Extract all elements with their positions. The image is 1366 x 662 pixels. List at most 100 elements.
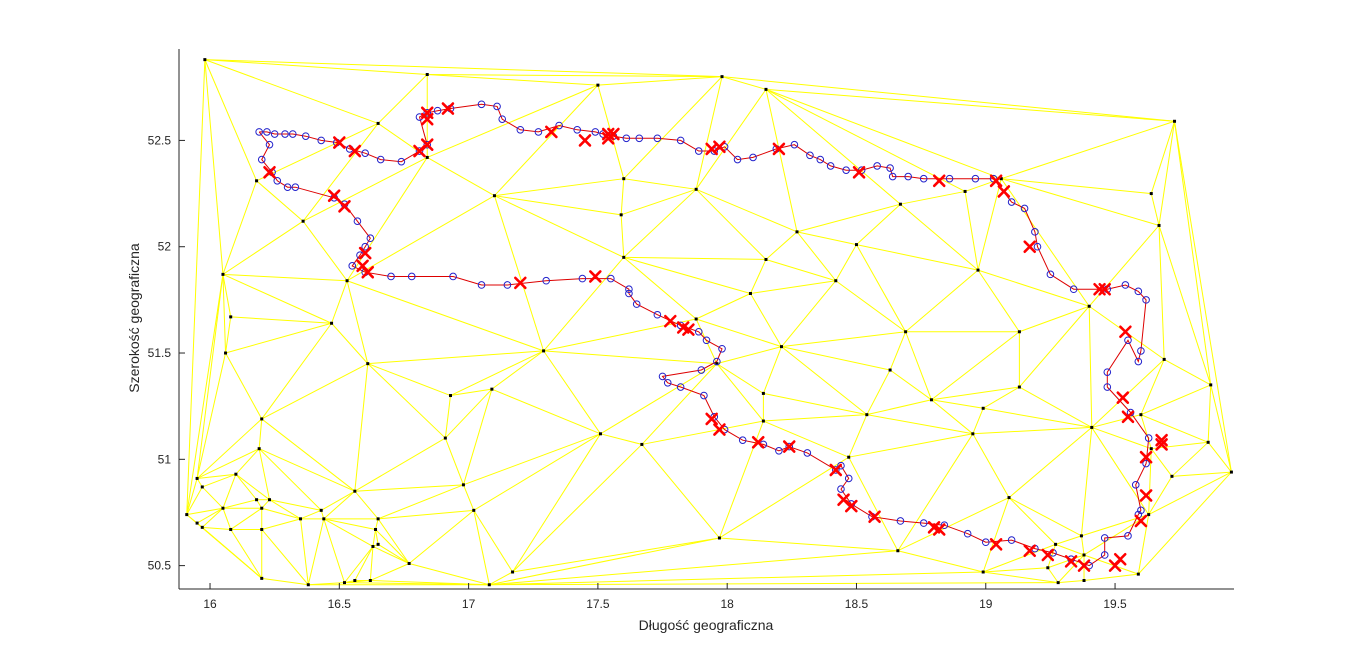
triangulation-edge (491, 350, 544, 390)
route-cross-marker (772, 142, 786, 156)
triangulation-edge (848, 433, 973, 458)
triangulation-edge (1137, 514, 1150, 575)
x-tick-label: 19 (979, 597, 993, 611)
triangulation-edge (1140, 359, 1165, 415)
route-cross-marker (1139, 489, 1153, 502)
triangulation-edge (621, 188, 697, 216)
route-circle-marker (353, 217, 362, 226)
data-point (1054, 542, 1058, 546)
data-point (1170, 474, 1174, 478)
route-circle-marker (361, 242, 369, 251)
route-circle-marker (1134, 357, 1143, 366)
triangulation-edge (494, 178, 624, 197)
route-cross-marker (1121, 410, 1135, 424)
triangulation-edge (323, 490, 356, 520)
route-cross-marker (348, 144, 362, 158)
triangulation-edge (721, 76, 1175, 122)
data-point (761, 391, 765, 395)
triangulation-edge (1088, 306, 1093, 428)
triangulation-edge (964, 191, 979, 271)
route-circle-marker (361, 149, 369, 157)
route-circle-marker (366, 234, 375, 243)
data-point (1147, 513, 1151, 517)
triangulation-edge (378, 509, 474, 520)
data-point (854, 243, 858, 247)
data-point (963, 189, 967, 193)
triangulation-edge (202, 526, 231, 530)
route-cross-marker (751, 436, 765, 449)
triangulation-edge (222, 499, 257, 509)
route-circle-marker (700, 391, 708, 400)
data-point (694, 187, 698, 191)
triangulation-edge (202, 473, 237, 488)
triangulation-edge (1091, 426, 1152, 450)
route-circle-marker (658, 372, 667, 381)
route-circle-marker (317, 136, 326, 145)
triangulation-edge (512, 433, 601, 573)
triangulation-edge (450, 350, 544, 396)
triangulation-edge (323, 518, 345, 583)
data-point (200, 525, 204, 529)
y-axis-label: Szerokość geograficzna (126, 243, 142, 393)
route-circle-marker (1069, 285, 1078, 294)
triangulation-edge (1091, 414, 1142, 428)
route-circle-marker (632, 300, 641, 308)
triangulation-edge (462, 484, 475, 511)
data-point (195, 521, 199, 525)
triangulation-edge (765, 231, 798, 260)
triangulation-edge (222, 274, 232, 317)
data-point (472, 508, 476, 512)
route-cross-marker (997, 185, 1011, 198)
route-circle-marker (348, 262, 357, 270)
data-point (764, 257, 768, 261)
route-circle-marker (676, 136, 685, 145)
route-cross-marker (713, 140, 726, 154)
triangulation-edge (261, 577, 309, 586)
triangulation-edge (346, 280, 544, 352)
triangulation-edge (1140, 414, 1209, 443)
route-circle-marker (1142, 296, 1150, 304)
triangulation-edge (763, 414, 867, 422)
route-cross-marker (441, 102, 455, 115)
triangulation-edge (1001, 120, 1175, 180)
data-point (425, 73, 429, 77)
data-point (1079, 534, 1083, 538)
triangulation-edge (186, 274, 224, 515)
x-tick-label: 16.5 (328, 597, 352, 611)
data-point (257, 447, 261, 451)
triangulation-edge (1083, 573, 1139, 581)
triangulation-edge (258, 418, 263, 449)
triangulation-edge (331, 280, 348, 324)
route-circle-marker (888, 172, 897, 181)
data-point (1056, 581, 1060, 585)
data-point (847, 455, 851, 459)
data-point (345, 279, 349, 283)
triangulation-edge (977, 269, 1020, 333)
data-point (319, 508, 323, 512)
route-circle-marker (1142, 459, 1150, 468)
triangulation-edge (230, 507, 263, 530)
route-circle-marker (873, 162, 881, 170)
route-cross-marker (420, 138, 434, 151)
triangulation-edge (543, 318, 697, 352)
triangulation-edge (261, 322, 332, 420)
triangulation-edge (258, 448, 270, 500)
triangulation-edge (716, 346, 782, 365)
data-point (487, 583, 491, 587)
route-cross-marker (358, 246, 372, 260)
triangulation-edge (765, 88, 1175, 122)
route-circle-marker (635, 134, 644, 143)
route-circle-marker (971, 174, 980, 183)
x-tick-label: 17.5 (586, 597, 610, 611)
triangulation-edge (900, 203, 979, 271)
route-circle-marker (578, 274, 587, 283)
triangulation-edge (370, 579, 490, 586)
route-circle-marker (842, 166, 850, 174)
triangulation-edge (427, 74, 723, 78)
route-circle-marker (940, 521, 949, 530)
data-point (221, 506, 225, 510)
triangulation-edge (186, 507, 224, 516)
triangulation-edge (972, 426, 1092, 435)
triangulation-edge (931, 399, 974, 435)
triangulation-edge (848, 456, 899, 551)
